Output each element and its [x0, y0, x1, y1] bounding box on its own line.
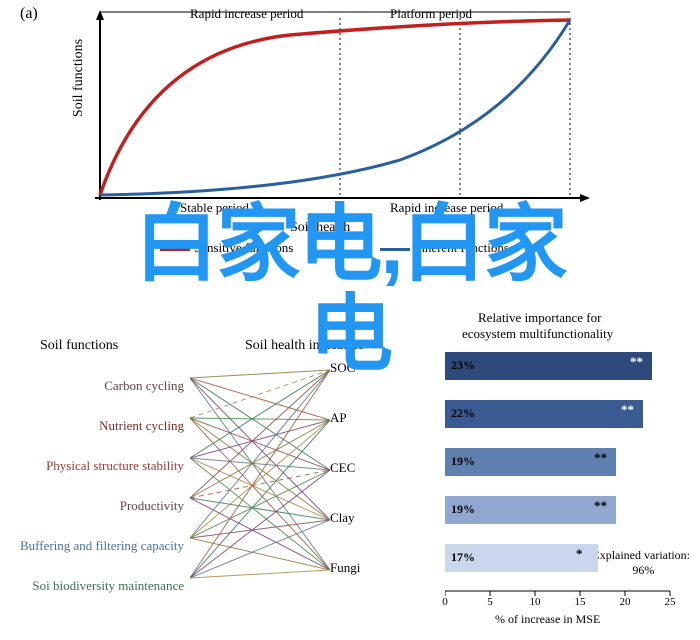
- bar-row: 19% **: [445, 446, 616, 478]
- bar-stars: *: [576, 546, 583, 562]
- bar-value-label: 17%: [451, 550, 475, 565]
- bar-value-label: 19%: [451, 502, 475, 517]
- panel-label: (a): [20, 5, 38, 23]
- bar-x-axis: 0510152025: [445, 590, 670, 610]
- col-header-functions: Soil functions: [40, 338, 118, 354]
- bar-rect: 23%: [445, 352, 652, 380]
- bar-rect: 22%: [445, 400, 643, 428]
- legend-blue: Inherent functions: [380, 240, 509, 256]
- x-axis-title: Soil health: [290, 220, 350, 236]
- bar-row: 22% **: [445, 398, 643, 430]
- bar-row: 23% **: [445, 350, 652, 382]
- function-item: Productivity: [120, 498, 190, 514]
- bar-tick: 15: [575, 596, 586, 610]
- bar-stars: **: [594, 498, 607, 514]
- period-stable: Stable period: [180, 200, 249, 216]
- curve-plot: [90, 10, 590, 210]
- bar-stars: **: [621, 402, 634, 418]
- bar-value-label: 23%: [451, 358, 475, 373]
- period-platform: Platform period: [390, 6, 472, 22]
- legend-red: Sensitive functions: [160, 240, 293, 256]
- function-item: Physical structure stability: [46, 458, 190, 474]
- bar-row: 19% **: [445, 494, 616, 526]
- legend-red-label: Sensitive functions: [194, 240, 293, 255]
- col-header-indicators: Soil health indicators: [245, 338, 364, 354]
- y-axis-label: Soil functions: [71, 39, 87, 117]
- col-header-importance-l2: ecosystem multifunctionality: [462, 326, 613, 342]
- indicator-item: Fungi: [330, 560, 360, 576]
- indicator-item: SOC: [330, 360, 355, 376]
- indicator-item: CEC: [330, 460, 355, 476]
- bar-value-label: 22%: [451, 406, 475, 421]
- network-diagram: [190, 360, 330, 600]
- bar-tick: 5: [487, 596, 493, 610]
- function-item: Buffering and filtering capacity: [20, 538, 190, 554]
- indicator-item: AP: [330, 410, 347, 426]
- function-item: Soi biodiversity maintenance: [32, 578, 190, 594]
- bar-tick: 0: [442, 596, 448, 610]
- bar-value-label: 19%: [451, 454, 475, 469]
- legend-blue-label: Inherent functions: [414, 240, 509, 255]
- function-item: Nutrient cycling: [99, 418, 190, 434]
- bar-tick: 10: [530, 596, 541, 610]
- period-rapid-increase-top: Rapid increase period: [190, 6, 303, 22]
- bar-rect: 19%: [445, 448, 616, 476]
- soil-functions-chart: Soil functions Rapid increase period Pla…: [90, 10, 590, 230]
- indicator-item: Clay: [330, 510, 355, 526]
- period-rapid-increase-bottom: Rapid increase period: [390, 200, 503, 216]
- bar-row: 17% *: [445, 542, 598, 574]
- bar-rect: 19%: [445, 496, 616, 524]
- function-item: Carbon cycling: [104, 378, 190, 394]
- explained-variation: Explained variation: 96%: [592, 548, 690, 578]
- bar-stars: **: [630, 354, 643, 370]
- col-header-importance-l1: Relative importance for: [478, 310, 601, 326]
- bar-tick: 20: [620, 596, 631, 610]
- bar-tick: 25: [665, 596, 676, 610]
- bar-stars: **: [594, 450, 607, 466]
